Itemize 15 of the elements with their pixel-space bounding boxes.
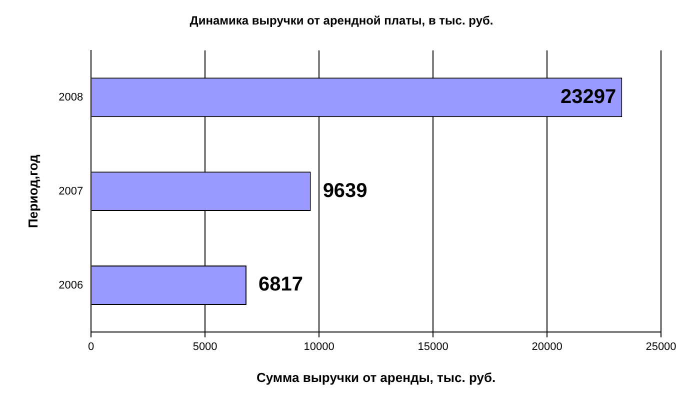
x-axis-title: Сумма выручки от аренды, тыс. руб. bbox=[256, 370, 496, 385]
y-tick-label: 2008 bbox=[58, 91, 84, 104]
x-tick-label: 0 bbox=[88, 340, 94, 353]
y-tick-label: 2007 bbox=[58, 185, 84, 198]
chart-title: Динамика выручки от арендной платы, в тыс. руб. bbox=[190, 14, 494, 28]
x-tick-label: 10000 bbox=[304, 340, 334, 353]
data-label: 9639 bbox=[322, 180, 368, 202]
x-tick-label: 20000 bbox=[532, 340, 562, 353]
x-tick-label: 5000 bbox=[192, 340, 218, 353]
y-tick-label: 2006 bbox=[58, 279, 84, 292]
data-label: 23297 bbox=[560, 86, 616, 108]
x-tick-label: 25000 bbox=[646, 340, 676, 353]
y-axis-title: Период,год bbox=[25, 154, 40, 228]
x-tick-label: 15000 bbox=[418, 340, 448, 353]
data-label: 6817 bbox=[258, 274, 303, 296]
